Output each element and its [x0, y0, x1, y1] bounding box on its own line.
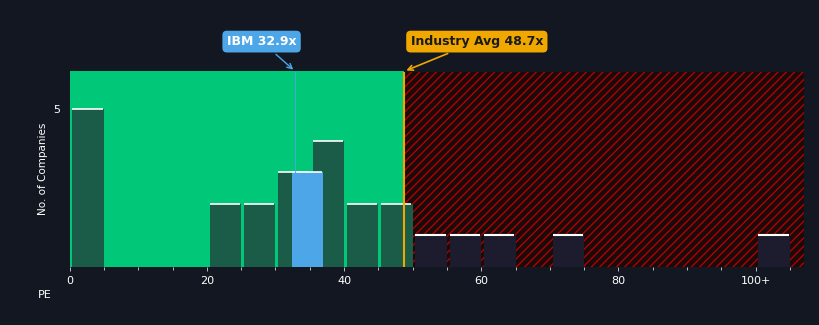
Bar — [346, 203, 378, 266]
Text: PE: PE — [38, 290, 52, 300]
Bar — [483, 235, 515, 266]
Bar — [70, 72, 403, 266]
Bar — [403, 72, 803, 266]
Bar — [72, 109, 104, 266]
Bar — [292, 172, 323, 266]
Bar — [552, 235, 583, 266]
Bar — [210, 203, 241, 266]
Bar — [403, 72, 803, 266]
Bar — [243, 203, 275, 266]
Text: IBM 32.9x: IBM 32.9x — [227, 35, 296, 69]
Y-axis label: No. of Companies: No. of Companies — [38, 123, 48, 215]
Bar — [278, 172, 310, 266]
Bar — [381, 203, 412, 266]
Bar — [449, 235, 481, 266]
Text: Industry Avg 48.7x: Industry Avg 48.7x — [408, 35, 542, 70]
Bar — [312, 141, 344, 266]
Bar — [758, 235, 789, 266]
Bar — [415, 235, 446, 266]
